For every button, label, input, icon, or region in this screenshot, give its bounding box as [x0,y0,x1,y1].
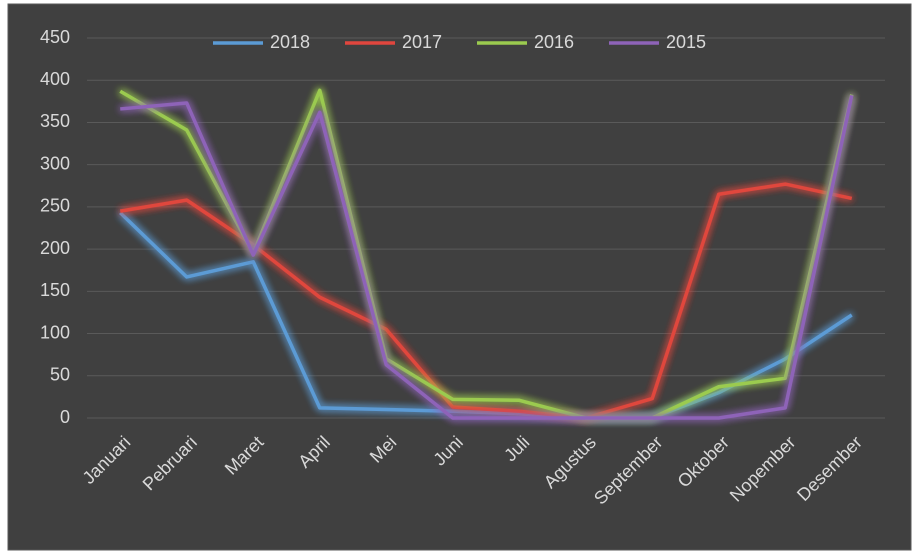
series-line [119,182,853,420]
y-tick-label: 350 [40,111,70,131]
y-tick-label: 150 [40,280,70,300]
y-tick-label: 450 [40,27,70,47]
y-tick-label: 250 [40,196,70,216]
y-tick-label: 200 [40,238,70,258]
legend-label: 2015 [666,32,706,52]
y-tick-label: 0 [60,407,70,427]
y-tick-label: 300 [40,153,70,173]
y-tick-label: 400 [40,69,70,89]
chart-background [7,3,912,551]
series-line [120,95,854,420]
legend-label: 2018 [270,32,310,52]
legend-label: 2017 [402,32,442,52]
legend-label: 2016 [534,32,574,52]
y-tick-label: 100 [40,322,70,342]
y-tick-label: 50 [50,365,70,385]
